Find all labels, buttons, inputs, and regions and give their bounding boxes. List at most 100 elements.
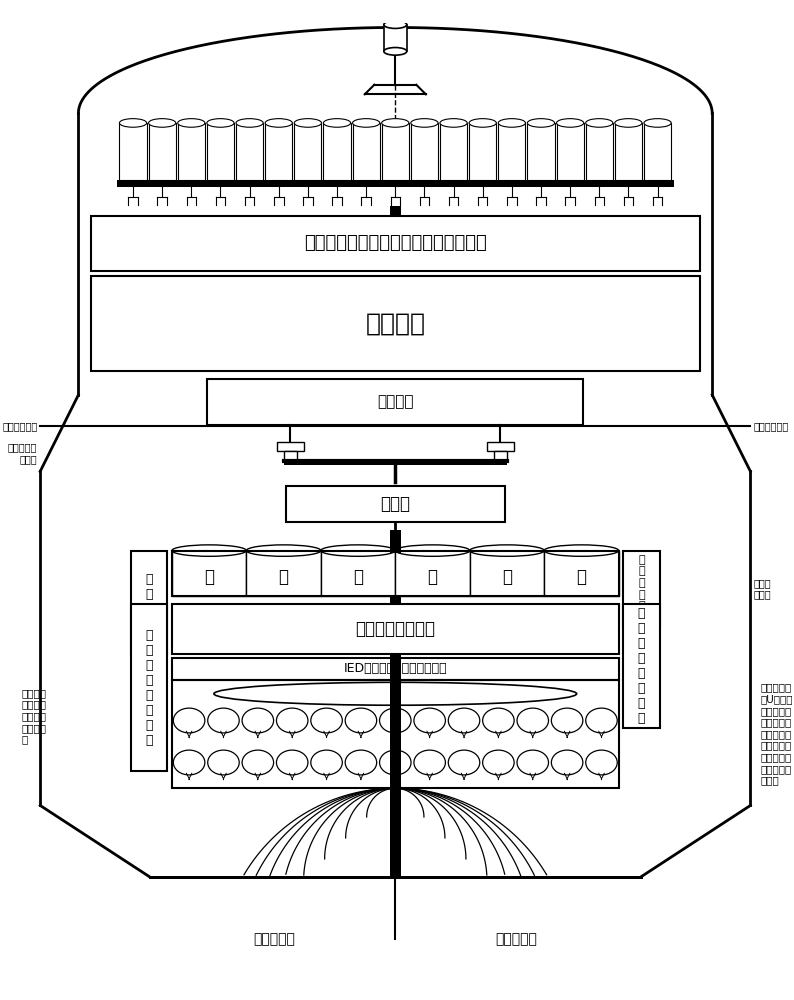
Ellipse shape [380, 708, 411, 733]
Bar [295, 123, 322, 180]
Bar [150, 788, 641, 877]
Bar [615, 123, 642, 180]
Bar [487, 442, 514, 451]
Bar [390, 541, 401, 553]
Bar [323, 123, 351, 180]
Text: 电解装置: 电解装置 [377, 394, 414, 409]
Text: 可转动圆形
液压漱: 可转动圆形 液压漱 [8, 442, 37, 464]
Bar [207, 379, 584, 425]
Ellipse shape [410, 119, 438, 127]
Bar [172, 551, 246, 596]
Bar [172, 551, 619, 596]
Ellipse shape [321, 545, 395, 556]
Bar [148, 123, 175, 180]
Bar [172, 604, 619, 654]
Ellipse shape [295, 119, 322, 127]
Bar [172, 658, 619, 680]
Text: 燃料电池: 燃料电池 [365, 311, 426, 335]
Bar [236, 123, 263, 180]
Text: 两边直中间
浅U型光气
道铺设疏密
适度的超导
光纤维的吸
入大气层气
体的虹吸噴
气式光气驱
动通道: 两边直中间 浅U型光气 道铺设疏密 适度的超导 光纤维的吸 入大气层气 体的虹吸… [761, 682, 793, 785]
Ellipse shape [544, 545, 619, 556]
Bar [91, 276, 700, 371]
Bar [117, 180, 674, 187]
Ellipse shape [208, 708, 239, 733]
Text: 多层耐高
温螺旋转
式陶瓷激
光气驱动
器: 多层耐高 温螺旋转 式陶瓷激 光气驱动 器 [21, 688, 46, 744]
Ellipse shape [323, 119, 351, 127]
Bar [494, 451, 507, 461]
Bar [246, 551, 321, 596]
Text: 氟
状
态
储
转
供
装
置: 氟 状 态 储 转 供 装 置 [145, 629, 152, 747]
Bar [91, 216, 700, 271]
Bar [321, 551, 395, 596]
Bar [644, 123, 671, 180]
Bar [499, 123, 526, 180]
Text: 变: 变 [427, 568, 437, 586]
Bar [390, 530, 401, 551]
Ellipse shape [470, 545, 544, 556]
Bar [283, 451, 297, 461]
Ellipse shape [246, 545, 321, 556]
Text: 液压泵: 液压泵 [380, 495, 410, 513]
Text: 左光气驱道: 左光气驱道 [253, 932, 295, 946]
Ellipse shape [353, 119, 380, 127]
Ellipse shape [172, 545, 246, 556]
Text: 可伸缩液压漱: 可伸缩液压漱 [2, 421, 37, 431]
Bar [119, 123, 147, 180]
Ellipse shape [310, 708, 342, 733]
Ellipse shape [586, 119, 613, 127]
Ellipse shape [414, 708, 445, 733]
Text: IED共振腔氟化氢化学激光器: IED共振腔氟化氢化学激光器 [344, 662, 447, 675]
Ellipse shape [242, 750, 274, 775]
Ellipse shape [483, 750, 515, 775]
Ellipse shape [395, 545, 470, 556]
Bar [382, 123, 409, 180]
Text: 电: 电 [353, 568, 363, 586]
Ellipse shape [148, 119, 175, 127]
Bar [207, 123, 234, 180]
Bar [178, 123, 205, 180]
Ellipse shape [384, 48, 407, 55]
Bar [390, 654, 401, 680]
Text: 智
控
系
统: 智 控 系 统 [145, 573, 152, 631]
Ellipse shape [586, 750, 617, 775]
Ellipse shape [551, 750, 583, 775]
Bar [395, 551, 470, 596]
Bar [390, 680, 401, 788]
Text: 氢
状
态
储
转
供
装
置: 氢 状 态 储 转 供 装 置 [638, 607, 646, 725]
Ellipse shape [173, 708, 205, 733]
Ellipse shape [214, 682, 576, 705]
Ellipse shape [208, 750, 239, 775]
Text: 兼: 兼 [204, 568, 214, 586]
Text: 信
息
收
发
系
统: 信 息 收 发 系 统 [638, 555, 645, 623]
Ellipse shape [276, 708, 308, 733]
Ellipse shape [310, 750, 342, 775]
Text: 可伸缩液压漱: 可伸缩液压漱 [754, 421, 788, 431]
Bar [440, 123, 467, 180]
Bar [390, 206, 401, 216]
Ellipse shape [173, 750, 205, 775]
Ellipse shape [384, 21, 407, 28]
Bar [586, 123, 613, 180]
Text: 信息收
发系统: 信息收 发系统 [754, 578, 771, 600]
Text: 多相式电动机气泵: 多相式电动机气泵 [355, 620, 435, 638]
Bar [544, 551, 619, 596]
Ellipse shape [178, 119, 205, 127]
Bar [286, 486, 505, 522]
Ellipse shape [236, 119, 263, 127]
Bar [353, 123, 380, 180]
Ellipse shape [517, 750, 549, 775]
Bar [410, 123, 438, 180]
Bar [557, 123, 584, 180]
Text: 压: 压 [502, 568, 512, 586]
Text: 右光气驱道: 右光气驱道 [495, 932, 538, 946]
Bar [384, 25, 407, 51]
Ellipse shape [615, 119, 642, 127]
Ellipse shape [345, 750, 376, 775]
Ellipse shape [557, 119, 584, 127]
Bar [623, 551, 660, 627]
Ellipse shape [644, 119, 671, 127]
Bar [131, 551, 168, 654]
Ellipse shape [345, 708, 376, 733]
Ellipse shape [207, 119, 234, 127]
Bar [277, 442, 303, 451]
